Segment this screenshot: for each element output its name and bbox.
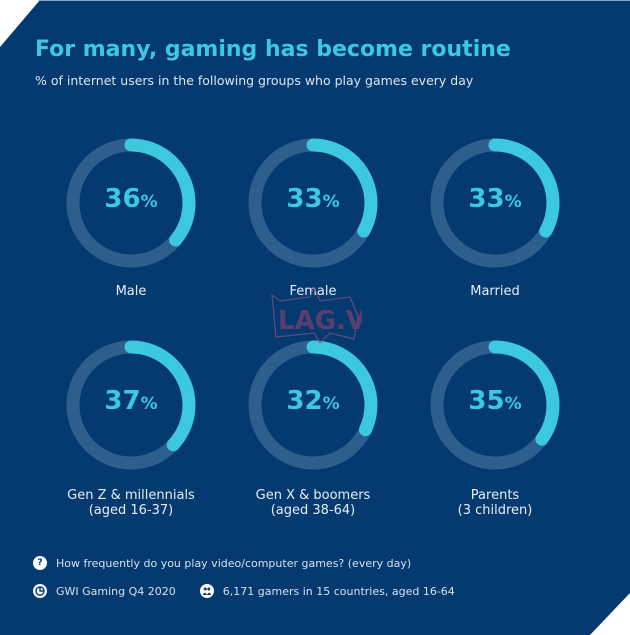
donut-ring bbox=[66, 138, 196, 268]
donut-arc bbox=[66, 340, 196, 470]
gwi-logo-icon bbox=[33, 584, 47, 598]
watermark-text: LAG.VN bbox=[278, 306, 362, 336]
percent-value: 36% bbox=[104, 184, 158, 214]
donut-ring bbox=[66, 340, 196, 470]
donut-item: 37% Gen Z & millennials (aged 16-37) bbox=[41, 315, 221, 518]
footer-source: GWI Gaming Q4 2020 6,171 gamers in 15 co… bbox=[33, 584, 455, 598]
donut-item: 33% Married bbox=[405, 113, 585, 299]
question-icon: ? bbox=[33, 556, 47, 570]
percent-value: 33% bbox=[286, 184, 340, 214]
people-icon bbox=[199, 584, 214, 598]
donut-item: 36% Male bbox=[41, 113, 221, 299]
donut-ring bbox=[430, 340, 560, 470]
page-subtitle: % of internet users in the following gro… bbox=[35, 73, 474, 88]
source-text: GWI Gaming Q4 2020 bbox=[56, 584, 176, 598]
footer-question: ? How frequently do you play video/compu… bbox=[33, 556, 411, 570]
donut-ring bbox=[430, 138, 560, 268]
category-label: Married bbox=[470, 284, 520, 299]
page-title: For many, gaming has become routine bbox=[35, 37, 511, 62]
question-text: How frequently do you play video/compute… bbox=[56, 556, 412, 570]
percent-value: 32% bbox=[286, 386, 340, 416]
sample-text: 6,171 gamers in 15 countries, aged 16-64 bbox=[222, 584, 455, 598]
donut-ring bbox=[248, 138, 378, 268]
category-label: Female bbox=[289, 284, 337, 299]
percent-value: 33% bbox=[468, 184, 522, 214]
top-border bbox=[40, 0, 630, 1]
percent-value: 37% bbox=[104, 386, 158, 416]
donut-item: 35% Parents (3 children) bbox=[405, 315, 585, 518]
category-label: Parents (3 children) bbox=[457, 488, 533, 518]
donut-arc bbox=[248, 340, 378, 470]
donut-arc bbox=[430, 138, 560, 268]
donut-arc bbox=[248, 138, 378, 268]
donut-arc bbox=[430, 340, 560, 470]
donut-arc bbox=[66, 138, 196, 268]
category-label: Gen X & boomers (aged 38-64) bbox=[255, 488, 371, 518]
donut-ring bbox=[248, 340, 378, 470]
donut-item: 32% Gen X & boomers (aged 38-64) bbox=[223, 315, 403, 518]
category-label: Gen Z & millennials (aged 16-37) bbox=[67, 488, 195, 518]
watermark-logo: LAG.VN bbox=[271, 287, 362, 343]
percent-value: 35% bbox=[468, 386, 522, 416]
category-label: Male bbox=[115, 284, 147, 299]
donut-item: 33% Female bbox=[223, 113, 403, 299]
